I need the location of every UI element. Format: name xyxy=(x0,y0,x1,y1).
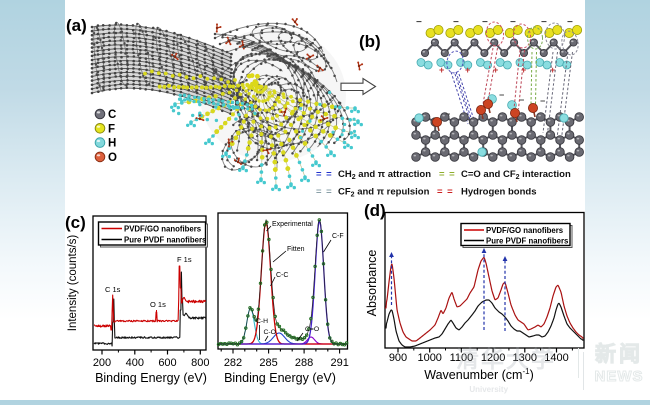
svg-text:C-O: C-O xyxy=(264,329,276,336)
svg-text:−: − xyxy=(445,109,450,119)
svg-text:+: + xyxy=(439,65,444,75)
svg-text:O: O xyxy=(108,152,117,164)
svg-text:800: 800 xyxy=(191,357,209,369)
svg-text:1000: 1000 xyxy=(417,352,441,364)
svg-text:= =: = = xyxy=(437,187,454,198)
svg-text:F 1s: F 1s xyxy=(177,255,192,264)
svg-text:−: − xyxy=(510,17,516,28)
svg-text:600: 600 xyxy=(158,357,176,369)
svg-text:−: − xyxy=(416,17,422,28)
svg-text:Intensity (counts/s): Intensity (counts/s) xyxy=(67,235,79,332)
svg-text:Binding Energy (eV): Binding Energy (eV) xyxy=(95,371,207,385)
svg-text:285: 285 xyxy=(259,357,277,369)
svg-text:CF2 and π repulsion: CF2 and π repulsion xyxy=(338,187,430,199)
svg-text:(a): (a) xyxy=(66,16,87,35)
svg-text:C=O: C=O xyxy=(305,326,319,333)
svg-text:−: − xyxy=(499,90,504,100)
svg-text:CH2 and π attraction: CH2 and π attraction xyxy=(338,169,431,181)
svg-text:291: 291 xyxy=(330,357,348,369)
svg-text:Pure PVDF nanofibers: Pure PVDF nanofibers xyxy=(486,237,569,246)
svg-text:+: + xyxy=(465,65,470,75)
svg-text:−: − xyxy=(541,17,547,28)
svg-text:C-C: C-C xyxy=(276,272,288,279)
svg-text:−: − xyxy=(482,17,488,28)
svg-text:Experimental: Experimental xyxy=(272,221,313,228)
svg-text:O 1s: O 1s xyxy=(150,300,166,309)
svg-text:= =: = = xyxy=(316,169,333,180)
svg-text:H: H xyxy=(108,138,116,150)
svg-text:C 1s: C 1s xyxy=(105,285,121,294)
svg-text:Fitten: Fitten xyxy=(287,246,305,253)
svg-text:Absorbance: Absorbance xyxy=(365,250,379,317)
svg-text:(d): (d) xyxy=(364,201,386,220)
svg-text:Hydrogen bonds: Hydrogen bonds xyxy=(461,187,536,198)
svg-text:PVDF/GO nanofibers: PVDF/GO nanofibers xyxy=(124,225,202,234)
svg-text:282: 282 xyxy=(224,357,242,369)
svg-text:900: 900 xyxy=(389,352,407,364)
svg-text:PVDF/GO nanofibers: PVDF/GO nanofibers xyxy=(486,226,564,235)
svg-text:(c): (c) xyxy=(65,213,86,232)
svg-text:C: C xyxy=(108,109,116,121)
svg-text:Binding Energy (eV): Binding Energy (eV) xyxy=(224,371,336,385)
svg-text:−: − xyxy=(540,96,545,106)
svg-text:F: F xyxy=(108,123,115,135)
svg-text:−: − xyxy=(567,17,573,28)
svg-text:C-F: C-F xyxy=(332,233,344,240)
svg-text:= =: = = xyxy=(316,187,333,198)
svg-text:C=O and CF2 interaction: C=O and CF2 interaction xyxy=(461,169,571,181)
svg-text:Pure PVDF nanofibers: Pure PVDF nanofibers xyxy=(124,236,207,245)
svg-text:−: − xyxy=(453,17,459,28)
svg-text:= =: = = xyxy=(439,169,456,180)
svg-text:400: 400 xyxy=(126,357,144,369)
svg-text:288: 288 xyxy=(295,357,313,369)
svg-text:200: 200 xyxy=(93,357,111,369)
svg-text:(b): (b) xyxy=(359,32,381,51)
svg-text:C-H: C-H xyxy=(256,318,268,325)
